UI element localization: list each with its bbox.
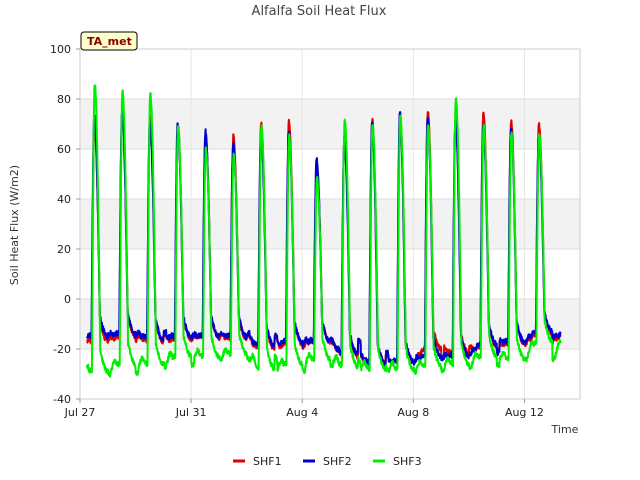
y-tick-label: -40 xyxy=(53,393,71,406)
y-tick-label: 0 xyxy=(64,293,71,306)
y-band xyxy=(80,49,580,99)
series-layer xyxy=(85,84,562,378)
station-badge-label: TA_met xyxy=(87,35,132,48)
y-axis-label: Soil Heat Flux (W/m2) xyxy=(8,165,21,285)
x-tick-label: Aug 12 xyxy=(505,406,544,419)
legend-label-shf3: SHF3 xyxy=(393,455,422,468)
chart-title: Alfalfa Soil Heat Flux xyxy=(252,4,387,19)
y-tick-label: 80 xyxy=(57,93,71,106)
y-tick-label: 60 xyxy=(57,143,71,156)
axes-layer: -40 -20 0 20 40 60 80 100 Jul 27 Jul 31 Aug 4 Aug 8… xyxy=(50,43,581,419)
y-tick-label: 40 xyxy=(57,193,71,206)
x-tick-label: Aug 8 xyxy=(397,406,429,419)
x-tick-label: Jul 31 xyxy=(175,406,207,419)
station-badge-box xyxy=(80,31,138,51)
x-tick-label: Jul 27 xyxy=(64,406,96,419)
y-band xyxy=(80,249,580,299)
y-band xyxy=(80,149,580,199)
x-axis-label: Time xyxy=(551,423,579,436)
y-tick-label: 100 xyxy=(50,43,71,56)
y-tick-label: -20 xyxy=(53,343,71,356)
x-tick-label: Aug 4 xyxy=(286,406,318,419)
y-band xyxy=(80,199,580,249)
series-line-shf3 xyxy=(85,84,562,378)
plot-border xyxy=(79,48,581,400)
legend-label-shf1: SHF1 xyxy=(253,455,282,468)
y-tick-label: 20 xyxy=(57,243,71,256)
legend-label-shf2: SHF2 xyxy=(323,455,352,468)
legend: SHF1 SHF2 SHF3 xyxy=(233,455,422,468)
station-badge: TA_met xyxy=(80,31,138,51)
y-band xyxy=(80,99,580,149)
